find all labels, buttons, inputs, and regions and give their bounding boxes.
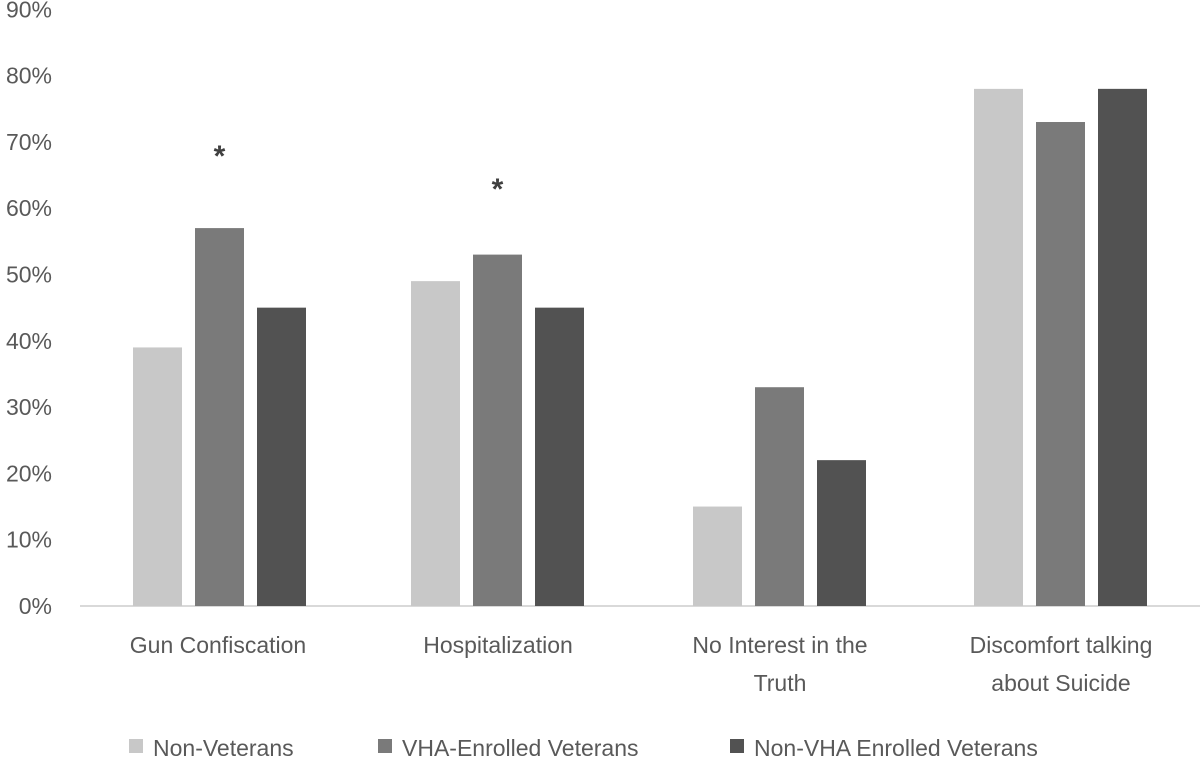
bar bbox=[257, 307, 306, 606]
y-tick-label: 50% bbox=[6, 262, 52, 288]
y-tick-label: 10% bbox=[6, 527, 52, 553]
y-tick-label: 60% bbox=[6, 195, 52, 221]
bar bbox=[755, 387, 804, 606]
bar bbox=[535, 307, 584, 606]
legend-swatch bbox=[129, 739, 143, 753]
y-tick-label: 0% bbox=[19, 593, 52, 619]
bar bbox=[1098, 88, 1147, 607]
x-category-label: about Suicide bbox=[991, 670, 1130, 696]
x-category-label: Hospitalization bbox=[423, 632, 573, 658]
bar bbox=[974, 88, 1023, 607]
bar bbox=[195, 228, 244, 606]
y-tick-label: 20% bbox=[6, 460, 52, 486]
legend-item: Non-Veterans bbox=[129, 735, 294, 758]
bar bbox=[473, 254, 522, 607]
legend-item: VHA-Enrolled Veterans bbox=[378, 735, 639, 758]
x-axis-categories: Gun Confiscation Hospitalization No Intere… bbox=[130, 632, 1153, 696]
bar bbox=[1036, 122, 1085, 606]
y-axis: 0% 10% 20% 30% 40% 50% 60% 70% 80% 90% bbox=[6, 0, 52, 619]
bar bbox=[411, 281, 460, 606]
x-category-label: No Interest in the bbox=[692, 632, 867, 658]
x-category-label: Truth bbox=[754, 670, 807, 696]
y-tick-label: 40% bbox=[6, 328, 52, 354]
legend-label: Non-Veterans bbox=[153, 735, 294, 758]
legend-swatch bbox=[378, 739, 392, 753]
y-tick-label: 30% bbox=[6, 394, 52, 420]
bar bbox=[693, 506, 742, 606]
bars bbox=[133, 88, 1147, 607]
legend: Non-Veterans VHA-Enrolled Veterans Non-VHA… bbox=[129, 735, 1038, 758]
legend-swatch bbox=[730, 739, 744, 753]
legend-label: VHA-Enrolled Veterans bbox=[402, 735, 639, 758]
bar bbox=[817, 460, 866, 606]
annotations: ** bbox=[214, 140, 504, 206]
x-category-label: Gun Confiscation bbox=[130, 632, 306, 658]
significance-marker: * bbox=[214, 140, 226, 173]
legend-label: Non-VHA Enrolled Veterans bbox=[754, 735, 1038, 758]
bar bbox=[133, 347, 182, 606]
significance-marker: * bbox=[492, 173, 504, 206]
y-tick-label: 70% bbox=[6, 129, 52, 155]
x-category-label: Discomfort talking bbox=[970, 632, 1153, 658]
legend-item: Non-VHA Enrolled Veterans bbox=[730, 735, 1038, 758]
y-tick-label: 90% bbox=[6, 0, 52, 22]
y-tick-label: 80% bbox=[6, 63, 52, 89]
